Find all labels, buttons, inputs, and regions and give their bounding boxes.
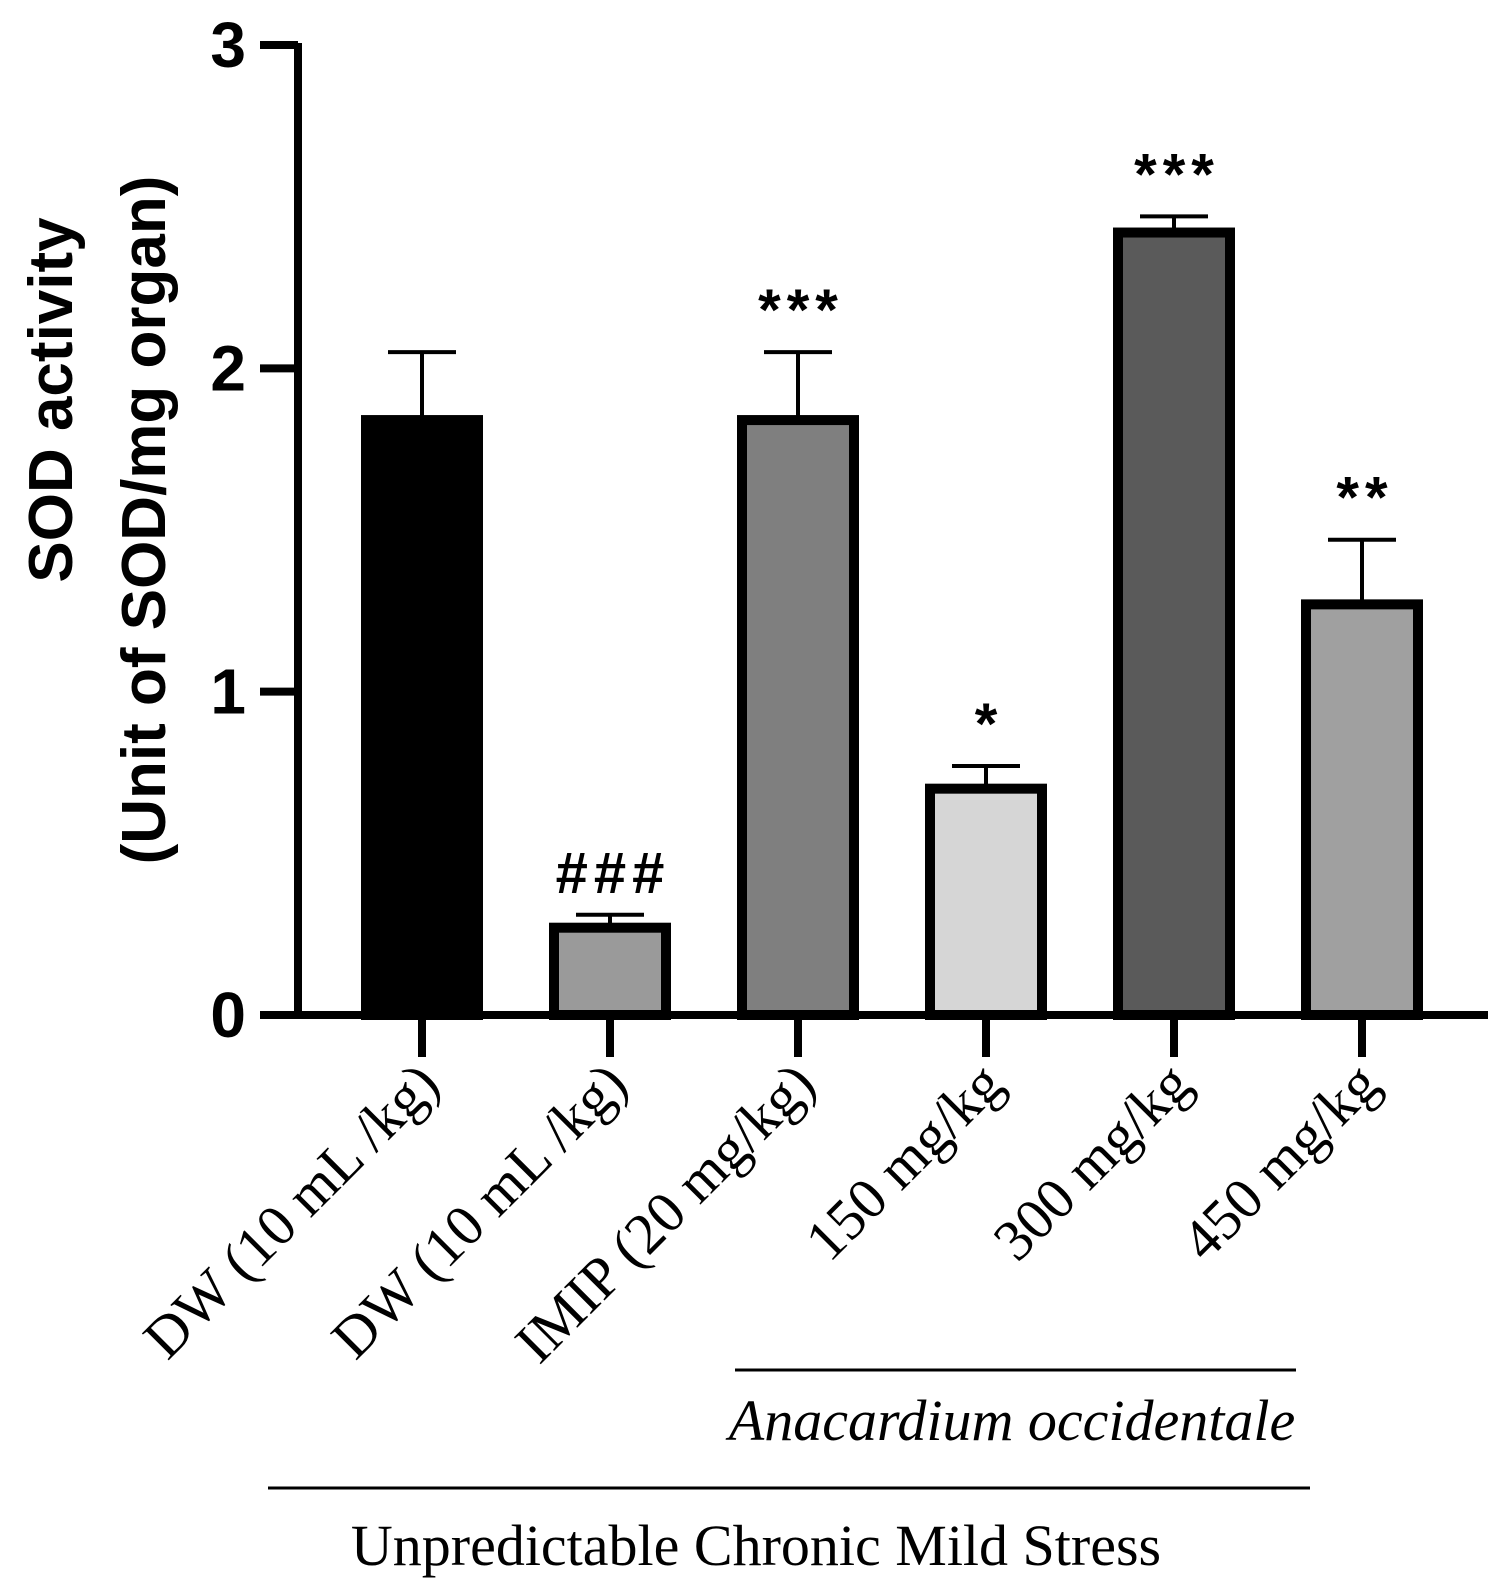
- significance-label: ###: [556, 841, 671, 906]
- significance-label: ***: [1134, 142, 1220, 207]
- category-label: 450 mg/kg: [1169, 1050, 1392, 1273]
- significance-label: ***: [758, 278, 844, 343]
- bar: [1113, 227, 1235, 1021]
- bar: [549, 922, 671, 1021]
- error-bars: [388, 214, 1396, 928]
- significance-label: **: [1336, 466, 1393, 531]
- category-label: 300 mg/kg: [981, 1050, 1204, 1273]
- significance-labels: ###*********: [556, 142, 1393, 906]
- y-axis: 0 1 2 3: [210, 9, 302, 1051]
- category-labels: DW (10 mL /kg)DW (10 mL /kg)IMIP (20 mg/…: [131, 1050, 1391, 1375]
- y-tick-label: 1: [210, 656, 246, 728]
- bar: [737, 415, 859, 1021]
- significance-label: *: [975, 692, 1004, 757]
- y-axis-label-line2: (Unit of SOD/mg organ): [110, 176, 179, 865]
- y-tick-label: 2: [210, 332, 246, 404]
- y-tick-label: 3: [210, 9, 246, 81]
- bar: [1301, 599, 1423, 1020]
- bars: [361, 227, 1423, 1021]
- category-label: 150 mg/kg: [793, 1050, 1016, 1273]
- treatment-group-label: Anacardium occidentale: [725, 1388, 1295, 1453]
- y-tick-label: 0: [210, 979, 246, 1051]
- x-axis: [262, 1011, 1488, 1057]
- bar: [361, 415, 483, 1021]
- y-axis-label-line1: SOD activity: [17, 217, 86, 583]
- bar: [925, 783, 1047, 1021]
- condition-group-label: Unpredictable Chronic Mild Stress: [351, 1513, 1161, 1578]
